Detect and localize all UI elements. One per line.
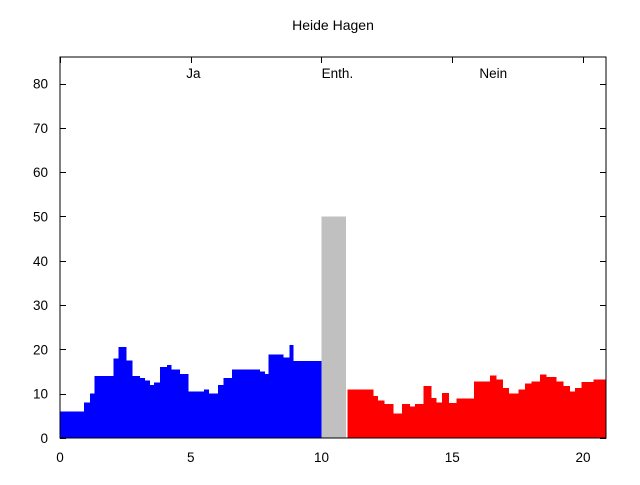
bar-nein [384, 403, 394, 438]
bar-nein [540, 374, 547, 438]
y-tick-label: 30 [33, 298, 48, 313]
bar-nein [563, 386, 570, 438]
zone-label-ja: Ja [186, 66, 201, 81]
y-tick-label: 50 [33, 209, 48, 224]
bar-ja [283, 357, 290, 438]
bar-ja [188, 391, 204, 438]
bar-ja [94, 375, 114, 438]
y-tick-label: 10 [33, 387, 48, 402]
bar-nein [581, 382, 594, 438]
bar-nein [546, 376, 557, 438]
bar-nein [473, 381, 490, 438]
bar-ja [167, 364, 172, 438]
bar-ja [132, 375, 141, 438]
bar-ja [126, 360, 133, 438]
x-tick-label: 15 [445, 450, 460, 465]
bar-nein [569, 391, 575, 438]
bar-nein [556, 381, 564, 438]
y-tick-label: 70 [33, 121, 48, 136]
bar-ja [159, 367, 168, 438]
plot-border [59, 56, 607, 439]
bar-nein [415, 403, 424, 438]
bar-nein [509, 393, 519, 438]
bar-nein [441, 392, 450, 438]
bar-ja [113, 358, 119, 438]
axis-labels: 0 5 10 15 20 0 10 20 30 40 50 60 70 80 Ja Enth. Nein [33, 66, 591, 465]
bar-nein [456, 398, 474, 438]
x-tick-label: 20 [575, 450, 590, 465]
bar-ja [140, 378, 145, 438]
bar-nein [409, 406, 416, 438]
bar-nein [401, 403, 410, 438]
bar-nein [393, 413, 402, 438]
bar-nein [449, 403, 457, 438]
y-tick-label: 40 [33, 254, 48, 269]
bar-ja [268, 354, 284, 438]
bar-ja [223, 378, 232, 438]
y-tick-label: 20 [33, 342, 48, 357]
bar-nein [496, 379, 504, 438]
bar-nein [518, 389, 525, 438]
bar-ja [90, 393, 95, 438]
bar-nein [503, 387, 510, 438]
y-tick-label: 80 [33, 77, 48, 92]
bar-ja [203, 389, 210, 438]
bar-nein [436, 402, 442, 438]
bar-nein [378, 400, 385, 438]
x-tick-label: 5 [187, 450, 195, 465]
bar-ja [180, 373, 189, 438]
bar-ja [153, 382, 160, 438]
bar-nein [431, 398, 437, 438]
zone-label-enth: Enth. [322, 66, 354, 81]
bar-ja [171, 369, 181, 438]
bar-ja [293, 360, 322, 438]
bar-nein [347, 389, 374, 438]
bar-enth [321, 216, 346, 438]
bar-ja [60, 411, 85, 438]
bar-ja [218, 384, 224, 438]
bar-ja [265, 373, 269, 438]
bar-ja [84, 402, 91, 438]
bar-ja [144, 380, 150, 438]
bar-nein [373, 395, 379, 438]
zone-label-nein: Nein [479, 66, 507, 81]
bar-ja [231, 369, 261, 438]
x-tick-label: 10 [314, 450, 329, 465]
bar-ja [118, 347, 127, 438]
bars [60, 216, 606, 438]
bar-nein [524, 383, 532, 438]
bar-nein [574, 387, 582, 438]
bar-nein [593, 379, 606, 438]
bar-ja [149, 384, 154, 438]
x-tick-label: 0 [56, 450, 64, 465]
chart-title: Heide Hagen [292, 17, 374, 33]
bar-nein [531, 381, 541, 438]
bar-ja [289, 344, 294, 438]
bar-nein [489, 375, 497, 438]
y-tick-label: 0 [40, 431, 48, 446]
bar-nein [423, 386, 432, 438]
bar-ja [209, 393, 219, 438]
bar-ja [260, 371, 266, 438]
y-tick-label: 60 [33, 165, 48, 180]
